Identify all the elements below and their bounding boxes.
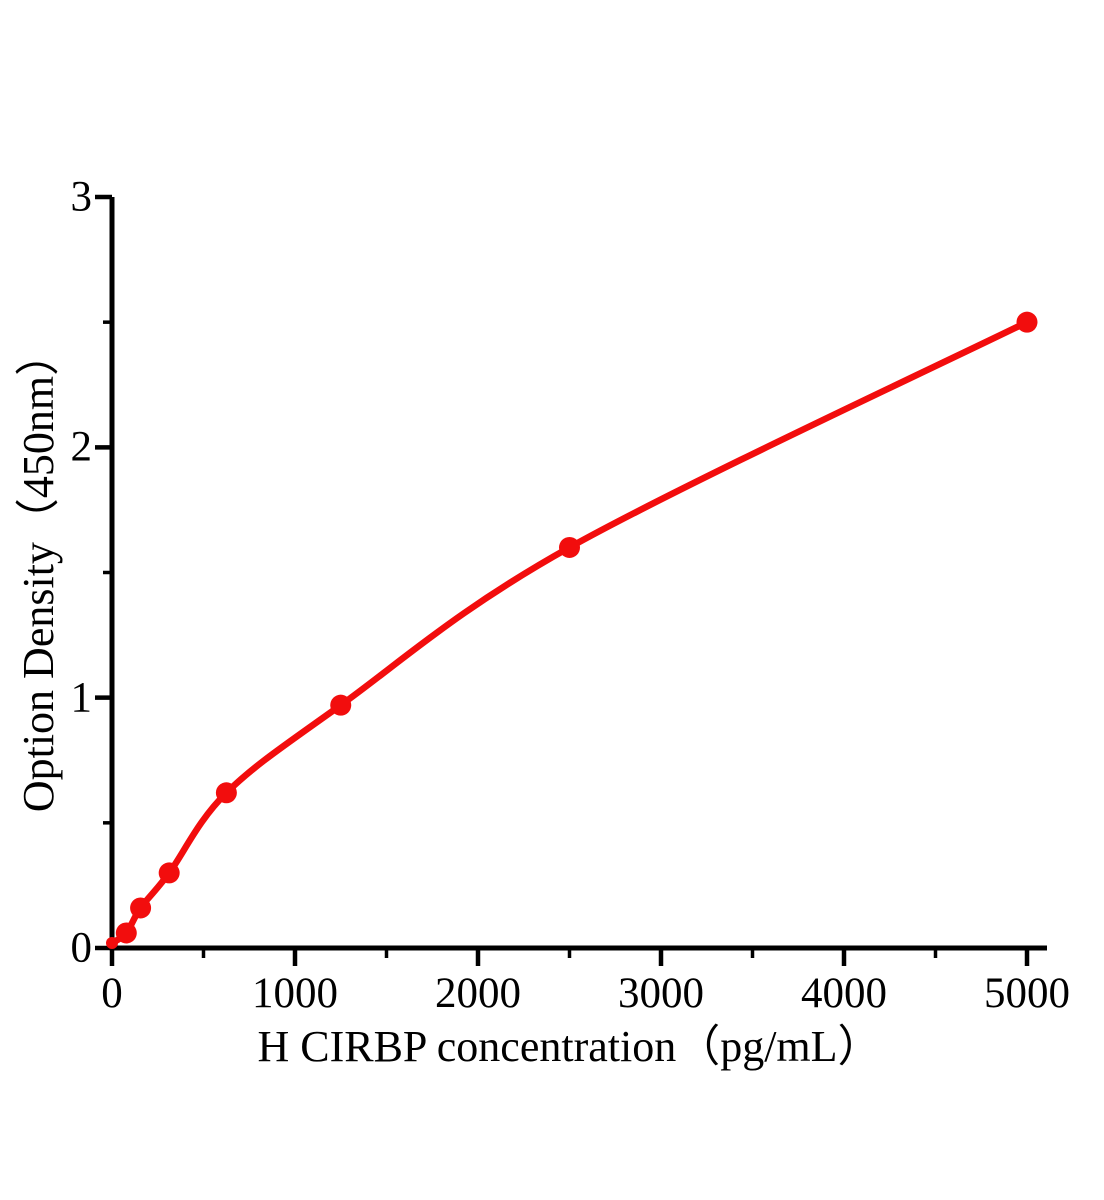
data-point-marker: [1016, 311, 1038, 333]
x-axis-title: H CIRBP concentration（pg/mL）: [257, 1022, 882, 1071]
data-point-marker: [130, 897, 152, 919]
y-tick-label: 0: [70, 924, 93, 972]
y-tick-label: 1: [70, 674, 93, 722]
data-point-marker: [106, 936, 118, 949]
x-tick-label: 2000: [435, 970, 521, 1017]
x-tick-label: 1000: [252, 970, 338, 1017]
y-tick-label: 3: [70, 173, 93, 221]
data-point-marker: [215, 782, 237, 804]
data-point-marker: [158, 862, 180, 884]
data-point-marker: [330, 694, 352, 716]
x-tick-label: 4000: [801, 970, 887, 1017]
x-tick-label: 3000: [618, 970, 704, 1017]
x-tick-label: 0: [101, 970, 123, 1017]
y-axis-title: Option Density（450nm）: [13, 331, 63, 813]
y-tick-label: 2: [70, 423, 93, 471]
standard-curve-line: [108, 318, 1031, 947]
data-point-marker: [115, 922, 137, 944]
data-point-marker: [559, 536, 580, 558]
x-tick-label: 5000: [984, 970, 1070, 1017]
